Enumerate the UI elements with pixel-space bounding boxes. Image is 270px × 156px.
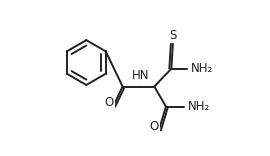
Text: HN: HN xyxy=(132,69,149,82)
Text: S: S xyxy=(169,29,177,42)
Text: O: O xyxy=(105,96,114,109)
Text: O: O xyxy=(150,120,159,133)
Text: NH₂: NH₂ xyxy=(191,62,213,75)
Text: NH₂: NH₂ xyxy=(188,100,210,113)
